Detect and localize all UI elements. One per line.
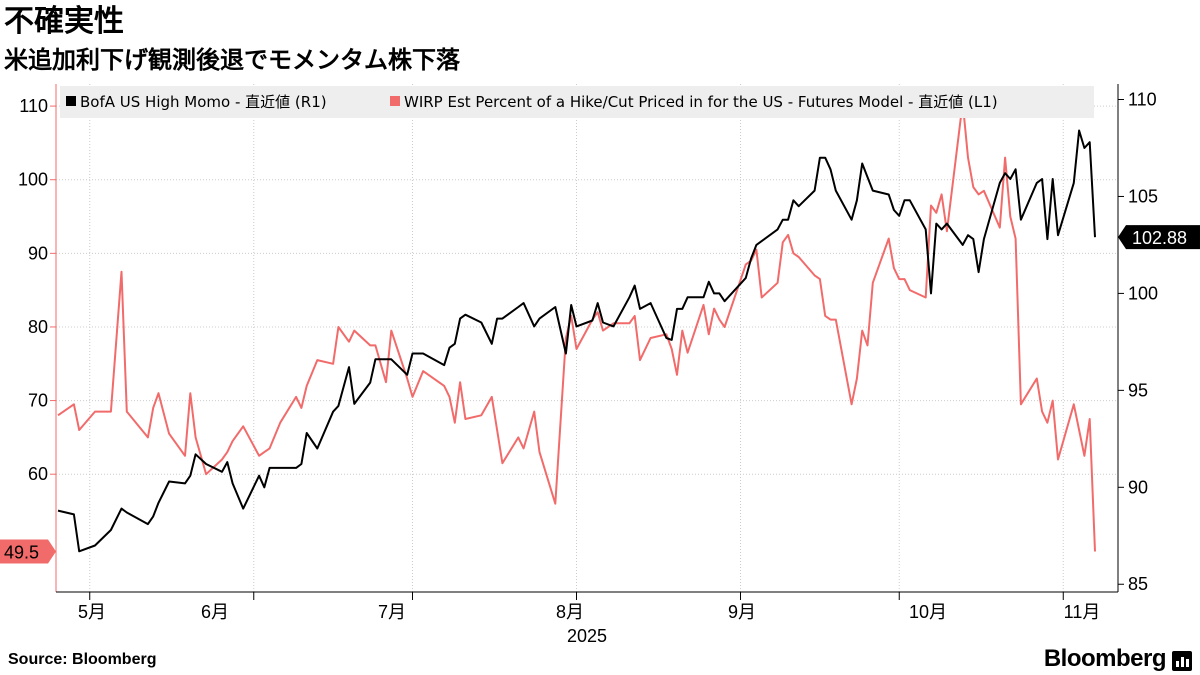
left-tick-label: 80 bbox=[28, 317, 48, 337]
right-tick-label: 85 bbox=[1128, 574, 1148, 594]
legend-background bbox=[60, 86, 1094, 118]
x-tick-label: 9月 bbox=[728, 602, 756, 622]
left-tick-label: 90 bbox=[28, 243, 48, 263]
momo-series-line bbox=[57, 129, 1096, 553]
right-tick-label: 90 bbox=[1128, 477, 1148, 497]
left-tick-label: 60 bbox=[28, 464, 48, 484]
right-tick-label: 95 bbox=[1128, 380, 1148, 400]
x-tick-label: 6月 bbox=[201, 602, 229, 622]
left-tick-label: 100 bbox=[18, 170, 48, 190]
x-tick-label: 8月 bbox=[556, 602, 584, 622]
legend-swatch bbox=[66, 96, 76, 106]
right-tick-label: 105 bbox=[1128, 186, 1158, 206]
legend-entry: WIRP Est Percent of a Hike/Cut Priced in… bbox=[404, 93, 998, 111]
bloomberg-logo: Bloomberg bbox=[1043, 645, 1167, 672]
gridlines bbox=[56, 84, 1118, 592]
source-note: Source: Bloomberg bbox=[8, 651, 157, 668]
momo-last-value: 102.88 bbox=[1132, 228, 1187, 248]
bloomberg-terminal-icon bbox=[1172, 651, 1192, 671]
chart-title: 不確実性 bbox=[4, 4, 124, 39]
legend-entry: BofA US High Momo - 直近値 (R1) bbox=[80, 93, 327, 111]
x-tick-label: 10月 bbox=[909, 602, 947, 622]
left-tick-label: 110 bbox=[19, 96, 48, 116]
right-tick-label: 110 bbox=[1128, 90, 1157, 110]
x-tick-label: 11月 bbox=[1064, 602, 1101, 622]
wirp-last-value-box bbox=[0, 539, 56, 564]
x-axis-label: 2025 bbox=[567, 626, 607, 646]
axes: 60 70 80 90 100 110 85 90 95 100 105 110 5月 6月 7月 8月 9月 1… bbox=[18, 84, 1158, 646]
last-value-labels: 102.88 49.5 bbox=[0, 225, 1200, 564]
chart-subtitle: 米追加利下げ観測後退でモメンタム株下落 bbox=[4, 46, 460, 74]
x-tick-label: 7月 bbox=[378, 602, 406, 622]
x-tick-label: 5月 bbox=[78, 602, 106, 622]
legend-swatch bbox=[390, 96, 400, 106]
series-lines bbox=[57, 101, 1096, 553]
momo-last-value-box bbox=[1118, 225, 1200, 250]
legend: BofA US High Momo - 直近値 (R1) WIRP Est Per… bbox=[60, 86, 1094, 118]
wirp-last-value: 49.5 bbox=[4, 543, 39, 563]
left-tick-label: 70 bbox=[28, 391, 48, 411]
right-tick-label: 100 bbox=[1128, 283, 1158, 303]
